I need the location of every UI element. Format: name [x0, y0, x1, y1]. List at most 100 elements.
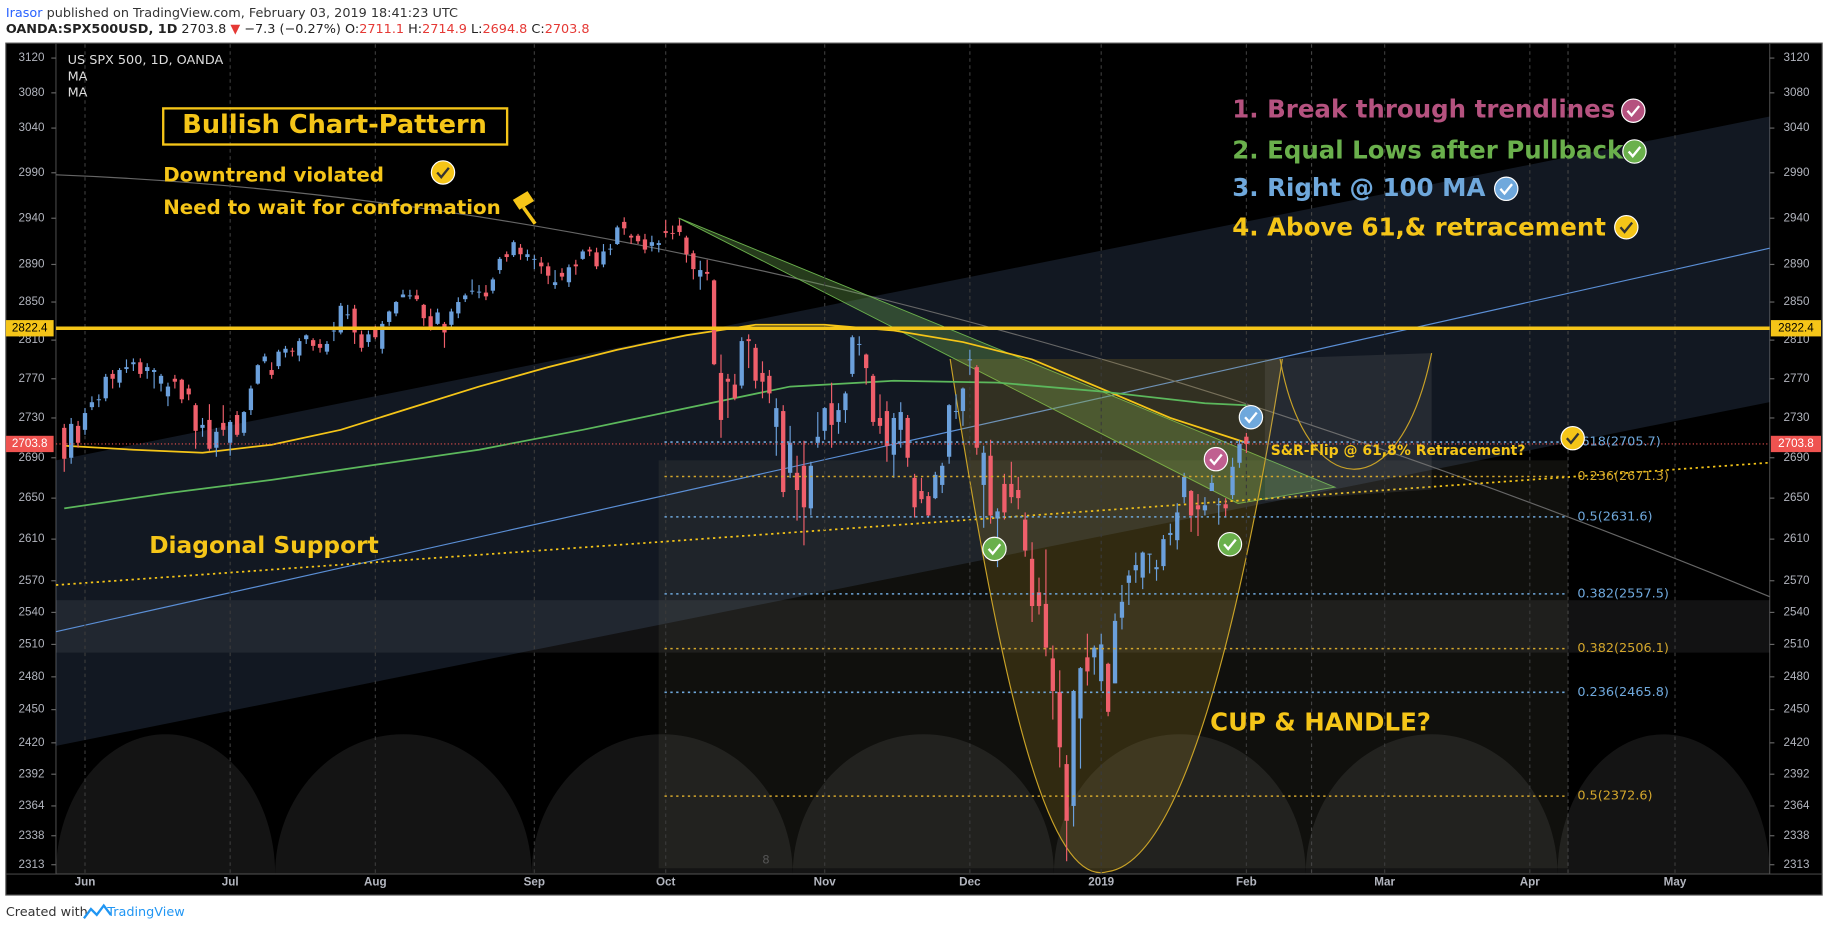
candle-body: [864, 354, 869, 369]
check-mark: [436, 167, 450, 179]
candle-body: [642, 239, 648, 250]
y-tick-label: 2810: [19, 333, 45, 346]
candle-body: [82, 413, 88, 430]
candle-body: [103, 376, 108, 399]
candle-body: [1154, 567, 1159, 570]
y-tick-label: 2770: [19, 372, 45, 385]
candle-body: [1071, 690, 1076, 806]
candle-body: [815, 436, 820, 443]
candle-body: [400, 294, 406, 298]
y-tick-label: 2392: [19, 767, 45, 780]
last-price: 2703.8: [181, 22, 226, 37]
candle-body: [158, 375, 164, 384]
candle-body: [518, 247, 523, 255]
y-tick-label: 2338: [19, 829, 45, 842]
fib-label: 0.236(2465.8): [1577, 685, 1669, 700]
candle-body: [608, 248, 613, 250]
handle: [1279, 353, 1433, 470]
annotation: S&R-Flip @ 61,8% Retracement?: [1271, 443, 1526, 459]
candle-body: [974, 367, 979, 448]
y-tick-label: 2364: [19, 799, 45, 812]
candle-body: [532, 258, 537, 260]
check-icon: [1217, 532, 1243, 557]
candle-body: [234, 415, 240, 435]
candle-body: [891, 417, 896, 455]
check-mark: [1244, 411, 1258, 424]
cup: [949, 358, 1283, 874]
handle-zone: [1264, 353, 1432, 502]
o-label: O:: [345, 22, 359, 37]
y-tick-label: 2990: [19, 166, 45, 179]
candle-body: [255, 365, 260, 384]
y-tick-label: 2420: [1784, 736, 1810, 749]
candle-body: [635, 235, 641, 242]
symbol: OANDA:SPX500USD, 1D: [6, 22, 178, 37]
candle-body: [753, 347, 758, 381]
ma-line: [64, 379, 1247, 510]
candle-body: [497, 258, 502, 271]
check-icon: [1622, 139, 1647, 164]
candle-body: [843, 393, 848, 411]
candle-body: [345, 314, 350, 316]
candle-body: [331, 330, 337, 332]
candle-body: [1050, 658, 1055, 691]
candle-body: [933, 474, 938, 499]
candle-body: [1064, 764, 1069, 821]
candle-body: [967, 359, 973, 361]
y-tick-label: 2730: [1784, 411, 1810, 424]
x-tick-label: Jul: [222, 875, 239, 888]
candle-body: [476, 291, 482, 293]
candle-body: [297, 341, 302, 356]
x-tick-label: Dec: [959, 875, 981, 888]
y-tick-label: 2770: [1784, 372, 1810, 385]
candle-body: [857, 343, 862, 345]
check-icon: [1238, 404, 1264, 430]
candle-body: [214, 431, 219, 448]
y-tick-label: 2570: [19, 574, 45, 587]
y-tick-label: 2540: [1784, 605, 1810, 618]
candle-body: [1119, 601, 1125, 618]
x-tick-label: Jun: [75, 875, 96, 888]
y-tick-label: 2420: [19, 736, 45, 749]
candle-body: [469, 290, 475, 292]
candle-body: [1036, 592, 1042, 607]
x-tick-label: Feb: [1236, 875, 1257, 888]
candle-body: [960, 388, 966, 412]
candle-body: [746, 339, 751, 342]
price-label: 2703.8: [12, 437, 48, 450]
candle-body: [767, 375, 772, 394]
downtrend-curve: [55, 174, 1770, 598]
candle-body: [1043, 603, 1049, 648]
candle-body: [1237, 443, 1242, 463]
candle-body: [96, 399, 101, 401]
candle-body: [276, 351, 281, 367]
candle-body: [725, 378, 731, 382]
check-mark: [1209, 453, 1223, 466]
candle-body: [691, 253, 696, 270]
candle-body: [580, 251, 585, 259]
x-tick-label: Sep: [524, 875, 545, 888]
support-zone: [55, 600, 1770, 653]
candle-body: [781, 411, 786, 493]
candle-body: [912, 477, 917, 508]
candle-body: [552, 282, 558, 286]
annotation: 8: [762, 853, 769, 867]
candle-body: [151, 370, 157, 372]
candle-body: [732, 384, 737, 399]
candle-body: [836, 410, 841, 422]
candle-body: [1133, 565, 1138, 571]
candle-body: [794, 472, 800, 491]
hammer-icon: [512, 191, 537, 225]
candle-body: [850, 337, 855, 374]
publish-line: Irasor published on TradingView.com, Feb…: [6, 5, 458, 20]
candle-body: [711, 280, 717, 365]
candle-body: [324, 343, 330, 352]
candle-body: [504, 254, 509, 258]
candle-body: [179, 379, 184, 400]
candle-body: [89, 402, 95, 408]
footer-created: Created with: [6, 905, 88, 920]
legend-entry: MA: [68, 86, 88, 101]
candle-body: [1112, 620, 1118, 684]
price-label-box: [1770, 435, 1822, 453]
candle-body: [573, 264, 578, 267]
